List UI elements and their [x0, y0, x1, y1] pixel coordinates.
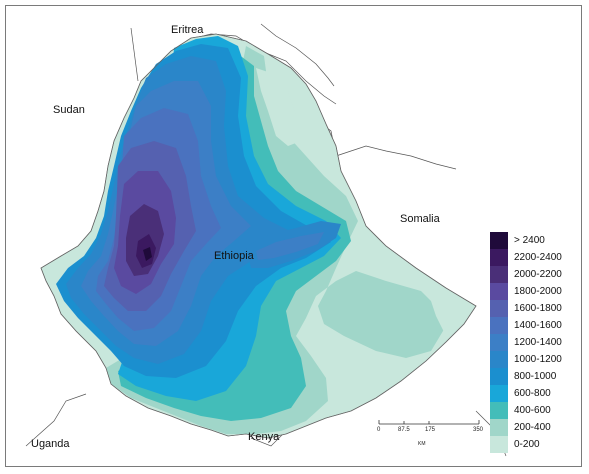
label-ethiopia: Ethiopia — [214, 250, 254, 262]
legend: > 2400 2200-2400 2000-2200 1800-2000 1600-18… — [490, 232, 580, 453]
legend-label: 0-200 — [514, 439, 540, 450]
map-frame: Eritrea Sudan Somalia Ethiopia Uganda Ke… — [5, 5, 582, 467]
scale-unit: KM — [418, 441, 426, 447]
legend-label: 400-600 — [514, 405, 551, 416]
legend-item: > 2400 — [490, 232, 580, 249]
legend-label: 1800-2000 — [514, 286, 562, 297]
label-eritrea: Eritrea — [171, 24, 204, 36]
label-somalia: Somalia — [400, 213, 440, 225]
legend-label: 2000-2200 — [514, 269, 562, 280]
scale-tick-2: 175 — [425, 427, 436, 433]
label-uganda: Uganda — [31, 438, 70, 450]
legend-item: 600-800 — [490, 385, 580, 402]
legend-swatch — [490, 436, 508, 453]
legend-swatch — [490, 300, 508, 317]
legend-item: 1400-1600 — [490, 317, 580, 334]
legend-item: 1600-1800 — [490, 300, 580, 317]
legend-label: 1000-1200 — [514, 354, 562, 365]
legend-item: 800-1000 — [490, 368, 580, 385]
legend-swatch — [490, 249, 508, 266]
legend-label: 2200-2400 — [514, 252, 562, 263]
legend-swatch — [490, 402, 508, 419]
scale-tick-3: 350 — [473, 427, 484, 433]
label-sudan: Sudan — [53, 104, 85, 116]
legend-swatch — [490, 419, 508, 436]
region-over-2400 — [143, 247, 152, 261]
legend-item: 2000-2200 — [490, 266, 580, 283]
legend-swatch — [490, 317, 508, 334]
legend-swatch — [490, 351, 508, 368]
legend-swatch — [490, 334, 508, 351]
legend-swatch — [490, 283, 508, 300]
legend-swatch — [490, 385, 508, 402]
ethiopia-outline — [40, 33, 477, 439]
legend-item: 0-200 — [490, 436, 580, 453]
scale-bar-graphic — [378, 420, 480, 425]
legend-label: 1600-1800 — [514, 303, 562, 314]
legend-item: 400-600 — [490, 402, 580, 419]
red-sea-coast — [260, 23, 335, 87]
legend-item: 200-400 — [490, 419, 580, 436]
legend-label: 200-400 — [514, 422, 551, 433]
legend-swatch — [490, 266, 508, 283]
scale-tick-0: 0 — [377, 427, 381, 433]
legend-label: 1200-1400 — [514, 337, 562, 348]
scale-tick-1: 87.5 — [398, 427, 410, 433]
legend-item: 1000-1200 — [490, 351, 580, 368]
region-east-highlands-core — [256, 232, 324, 260]
label-kenya: Kenya — [248, 431, 280, 443]
legend-item: 1200-1400 — [490, 334, 580, 351]
rainfall-map — [25, 23, 507, 457]
legend-item: 2200-2400 — [490, 249, 580, 266]
region-ogaden-light — [426, 278, 474, 336]
legend-label: 800-1000 — [514, 371, 557, 382]
uganda-border — [25, 393, 87, 447]
legend-label: 1400-1600 — [514, 320, 562, 331]
legend-label: > 2400 — [514, 235, 545, 246]
scale-bar: 0 87.5 175 350 KM — [374, 418, 483, 448]
legend-swatch — [490, 368, 508, 385]
gulf-coast — [335, 145, 457, 170]
region-danakil — [256, 68, 301, 146]
legend-label: 600-800 — [514, 388, 551, 399]
eritrea-border — [130, 27, 139, 82]
legend-item: 1800-2000 — [490, 283, 580, 300]
legend-swatch — [490, 232, 508, 249]
